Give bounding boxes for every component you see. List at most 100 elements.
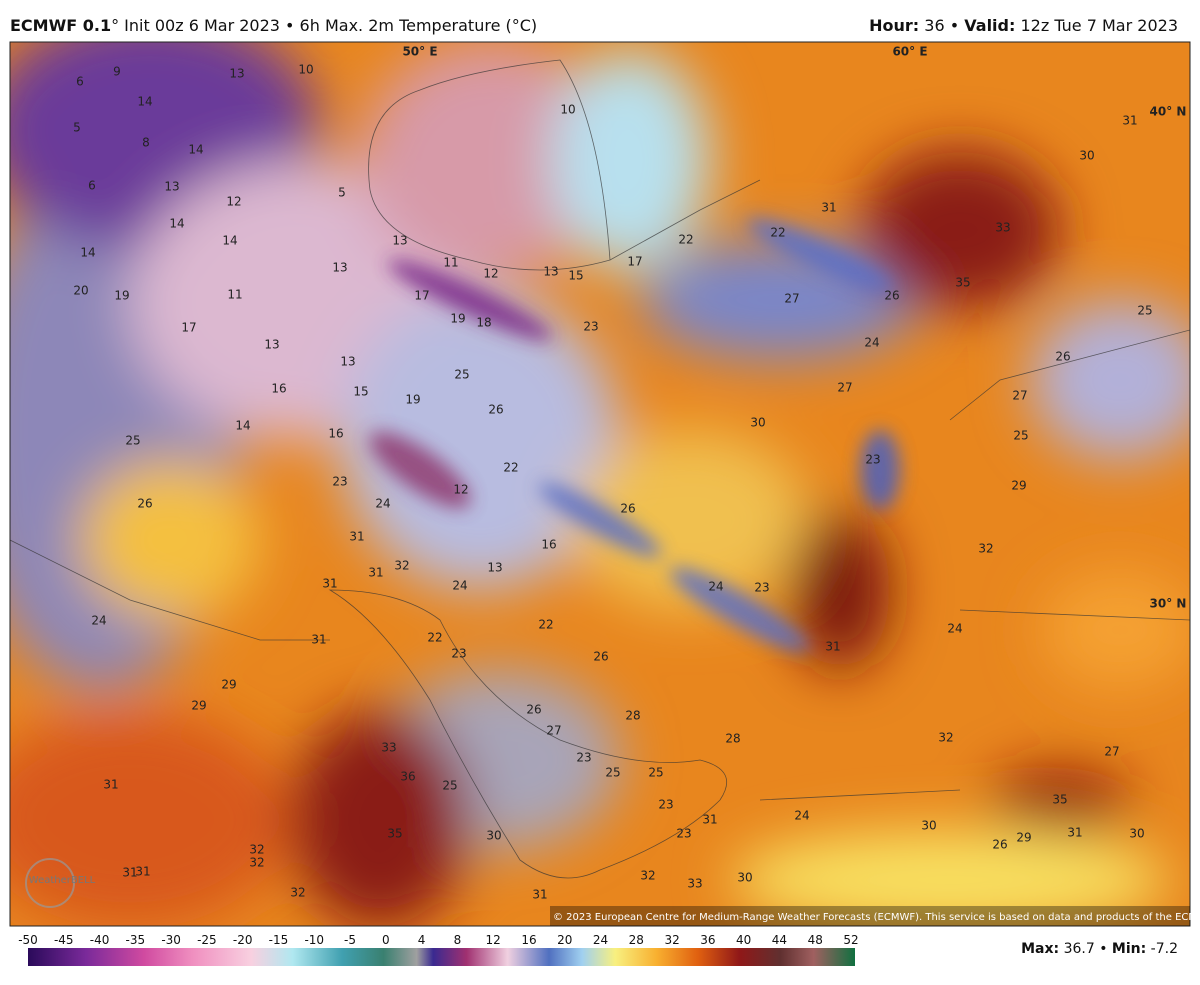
temperature-label: 17 [414,289,429,303]
temperature-label: 6 [76,75,84,89]
temperature-label: 33 [995,221,1010,235]
temperature-label: 19 [405,393,420,407]
temperature-label: 14 [137,95,152,109]
temperature-label: 11 [227,288,242,302]
temperature-label: 29 [191,699,206,713]
temperature-label: 14 [188,143,203,157]
temperature-label: 17 [181,321,196,335]
temperature-label: 23 [583,320,598,334]
temperature-label: 27 [784,292,799,306]
temperature-label: 13 [332,261,347,275]
colorbar-tick-label: 24 [593,933,608,947]
temperature-label: 24 [947,622,962,636]
temperature-label: 32 [249,856,264,870]
temperature-label: 30 [1079,149,1094,163]
colorbar-tick-label: 48 [808,933,823,947]
temperature-label: 5 [73,121,81,135]
colorbar-tick-label: -10 [304,933,324,947]
temperature-label: 22 [538,618,553,632]
temperature-label: 13 [487,561,502,575]
temperature-label: 26 [137,497,152,511]
colorbar-tick-label: -45 [54,933,74,947]
temperature-label: 27 [837,381,852,395]
temperature-label: 29 [1011,479,1026,493]
temperature-label: 31 [821,201,836,215]
temperature-label: 31 [702,813,717,827]
min-label: Min: [1111,941,1147,957]
temperature-label: 13 [164,180,179,194]
temperature-label: 24 [794,809,809,823]
temperature-label: 31 [135,865,150,879]
colorbar-tick-label: 12 [486,933,501,947]
temperature-label: 18 [476,316,491,330]
temperature-label: 14 [222,234,237,248]
temperature-label: 36 [400,770,415,784]
coordinate-label: 60° E [892,45,927,59]
temperature-label: 14 [235,419,250,433]
temperature-label: 24 [708,580,723,594]
temperature-label: 6 [88,179,96,193]
temperature-label: 32 [640,869,655,883]
temperature-label: 8 [142,136,150,150]
temperature-label: 30 [1129,827,1144,841]
temperature-label: 26 [488,403,503,417]
temperature-label: 25 [605,766,620,780]
temperature-label: 12 [226,195,241,209]
temperature-label: 23 [332,475,347,489]
temperature-label: 15 [568,269,583,283]
temperature-label: 13 [392,234,407,248]
colorbar-tick-label: -35 [126,933,146,947]
colorbar-tick-label: 28 [629,933,644,947]
temperature-label: 32 [249,843,264,857]
temperature-label: 26 [884,289,899,303]
watermark: WeatherBELL [29,875,96,886]
temperature-label: 13 [543,265,558,279]
valid-label: Valid: [964,16,1016,35]
temperature-label: 26 [526,703,541,717]
temperature-label: 31 [825,640,840,654]
temperature-label: 26 [620,502,635,516]
temperature-label: 27 [1012,389,1027,403]
header-right: Hour: 36 • Valid: 12z Tue 7 Mar 2023 [869,16,1178,35]
colorbar-tick-label: 4 [418,933,426,947]
temperature-label: 29 [1016,831,1031,845]
temperature-label: 32 [394,559,409,573]
colorbar-tick-label: 40 [736,933,751,947]
temperature-label: 31 [103,778,118,792]
temperature-label: 23 [576,751,591,765]
colorbar-tick-label: -40 [90,933,110,947]
temperature-label: 10 [298,63,313,77]
header-left: ECMWF 0.1° Init 00z 6 Mar 2023 • 6h Max.… [10,16,537,35]
temperature-label: 20 [73,284,88,298]
temperature-label: 30 [737,871,752,885]
colorbar-tick-label: -15 [269,933,289,947]
colorbar-tick-label: -50 [18,933,38,947]
colorbar [28,948,855,966]
temperature-label: 24 [91,614,106,628]
hour-label: Hour: [869,16,920,35]
temperature-label: 23 [451,647,466,661]
temperature-label: 22 [678,233,693,247]
temperature-label: 22 [503,461,518,475]
temperature-label: 24 [375,497,390,511]
temperature-label: 32 [938,731,953,745]
temperature-field [10,42,1190,926]
temperature-label: 19 [114,289,129,303]
temperature-label: 30 [750,416,765,430]
colorbar-tick-label: -20 [233,933,253,947]
max-label: Max: [1021,941,1060,957]
max-value: 36.7 [1063,941,1095,957]
temperature-label: 27 [1104,745,1119,759]
temperature-label: 12 [483,267,498,281]
temperature-label: 24 [452,579,467,593]
temperature-label: 22 [427,631,442,645]
temperature-label: 16 [328,427,343,441]
temperature-label: 14 [80,246,95,260]
temperature-label: 12 [453,483,468,497]
map-title: ° Init 00z 6 Mar 2023 • 6h Max. 2m Tempe… [111,16,538,35]
hour-value: 36 • [919,16,965,35]
temperature-label: 23 [676,827,691,841]
temperature-label: 26 [1055,350,1070,364]
temperature-label: 35 [1052,793,1067,807]
